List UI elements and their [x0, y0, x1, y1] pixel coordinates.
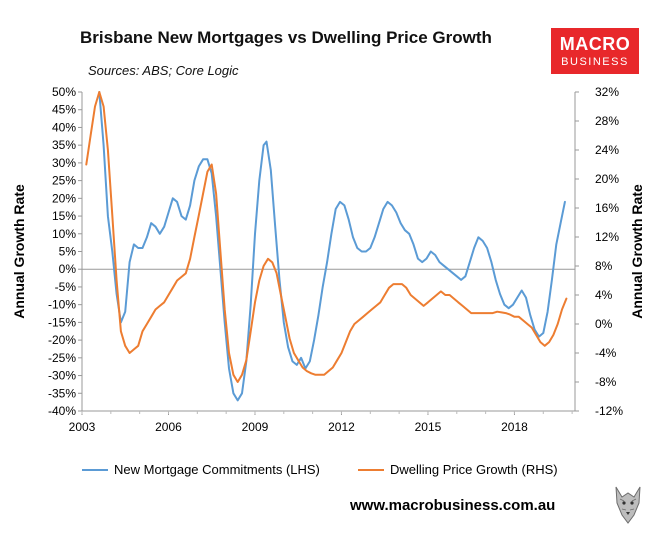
y-right-tick-label: 0% — [595, 317, 613, 331]
legend-swatch-prices — [358, 468, 384, 471]
y-right-tick-label: 28% — [595, 114, 619, 128]
y-left-tick-label: -35% — [48, 386, 76, 400]
y-left-tick-label: 5% — [59, 245, 77, 259]
y-right-tick-label: 4% — [595, 288, 613, 302]
y-right-tick-label: 24% — [595, 143, 619, 157]
y-right-tick-label: 32% — [595, 85, 619, 99]
x-tick-label: 2018 — [501, 420, 528, 434]
y-right-tick-label: -4% — [595, 346, 617, 360]
footer-url: www.macrobusiness.com.au — [350, 497, 556, 514]
y-right-axis-title: Annual Growth Rate — [629, 184, 645, 319]
y-right-tick-label: -12% — [595, 404, 623, 418]
legend-item-prices: Dwelling Price Growth (RHS) — [358, 462, 558, 477]
y-left-tick-label: 25% — [52, 174, 76, 188]
legend-swatch-mortgages — [82, 468, 108, 471]
legend-label-mortgages: New Mortgage Commitments (LHS) — [114, 462, 320, 477]
y-left-tick-label: -15% — [48, 315, 76, 329]
x-tick-label: 2006 — [155, 420, 182, 434]
x-tick-label: 2015 — [415, 420, 442, 434]
logo-line-2: BUSINESS — [561, 56, 629, 68]
y-left-tick-label: 50% — [52, 85, 76, 99]
y-left-tick-label: -20% — [48, 333, 76, 347]
y-right-tick-label: 16% — [595, 201, 619, 215]
x-tick-label: 2009 — [242, 420, 269, 434]
y-left-tick-label: 15% — [52, 209, 76, 223]
y-left-tick-label: 40% — [52, 120, 76, 134]
wolf-icon — [615, 486, 641, 524]
y-left-tick-label: -40% — [48, 404, 76, 418]
y-left-tick-label: 0% — [59, 262, 77, 276]
chart-subtitle: Sources: ABS; Core Logic — [88, 63, 239, 78]
y-left-tick-label: 10% — [52, 227, 76, 241]
series-line-prices — [85, 91, 568, 383]
y-right-tick-label: 8% — [595, 259, 613, 273]
y-left-tick-label: -10% — [48, 298, 76, 312]
legend-item-mortgages: New Mortgage Commitments (LHS) — [82, 462, 320, 477]
y-left-tick-label: 20% — [52, 191, 76, 205]
y-left-axis-title: Annual Growth Rate — [11, 184, 27, 319]
y-right-tick-label: 20% — [595, 172, 619, 186]
y-right-tick-label: 12% — [595, 230, 619, 244]
series-line-mortgages — [98, 91, 566, 402]
y-left-tick-label: 35% — [52, 138, 76, 152]
y-left-tick-label: 30% — [52, 156, 76, 170]
chart-title: Brisbane New Mortgages vs Dwelling Price… — [80, 28, 492, 47]
macrobusiness-logo: MACRO BUSINESS — [551, 28, 639, 74]
y-left-tick-label: -5% — [55, 280, 77, 294]
y-left-tick-label: -25% — [48, 351, 76, 365]
y-right-tick-label: -8% — [595, 375, 617, 389]
y-left-tick-label: 45% — [52, 103, 76, 117]
legend-label-prices: Dwelling Price Growth (RHS) — [390, 462, 558, 477]
x-tick-label: 2003 — [69, 420, 96, 434]
logo-line-1: MACRO — [559, 34, 631, 54]
x-tick-label: 2012 — [328, 420, 355, 434]
y-left-tick-label: -30% — [48, 369, 76, 383]
